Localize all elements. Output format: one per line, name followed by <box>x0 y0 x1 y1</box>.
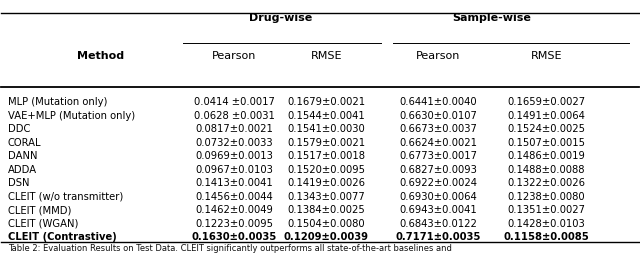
Text: 0.1322±0.0026: 0.1322±0.0026 <box>508 178 585 188</box>
Text: 0.1507±0.0015: 0.1507±0.0015 <box>508 138 585 148</box>
Text: 0.6943±0.0041: 0.6943±0.0041 <box>399 205 477 215</box>
Text: 0.0628 ±0.0031: 0.0628 ±0.0031 <box>193 111 275 121</box>
Text: DSN: DSN <box>8 178 29 188</box>
Text: 0.1520±0.0095: 0.1520±0.0095 <box>287 165 365 175</box>
Text: 0.1209±0.0039: 0.1209±0.0039 <box>284 232 369 242</box>
Text: 0.1524±0.0025: 0.1524±0.0025 <box>508 124 585 134</box>
Text: Method: Method <box>77 51 124 61</box>
Text: 0.1486±0.0019: 0.1486±0.0019 <box>508 151 585 161</box>
Text: 0.1679±0.0021: 0.1679±0.0021 <box>287 97 365 107</box>
Text: CLEIT (MMD): CLEIT (MMD) <box>8 205 71 215</box>
Text: 0.7171±0.0035: 0.7171±0.0035 <box>395 232 481 242</box>
Text: Pearson: Pearson <box>416 51 460 61</box>
Text: CLEIT (Contrastive): CLEIT (Contrastive) <box>8 232 116 242</box>
Text: 0.1428±0.0103: 0.1428±0.0103 <box>508 219 585 229</box>
Text: 0.1462±0.0049: 0.1462±0.0049 <box>195 205 273 215</box>
Text: 0.0969±0.0013: 0.0969±0.0013 <box>195 151 273 161</box>
Text: 0.1343±0.0077: 0.1343±0.0077 <box>287 192 365 202</box>
Text: 0.0414 ±0.0017: 0.0414 ±0.0017 <box>193 97 275 107</box>
Text: DANN: DANN <box>8 151 37 161</box>
Text: 0.1544±0.0041: 0.1544±0.0041 <box>287 111 365 121</box>
Text: 0.1491±0.0064: 0.1491±0.0064 <box>508 111 585 121</box>
Text: 0.1351±0.0027: 0.1351±0.0027 <box>508 205 585 215</box>
Text: 0.1413±0.0041: 0.1413±0.0041 <box>195 178 273 188</box>
Text: CORAL: CORAL <box>8 138 41 148</box>
Text: 0.0732±0.0033: 0.0732±0.0033 <box>195 138 273 148</box>
Text: Pearson: Pearson <box>212 51 256 61</box>
Text: 0.1488±0.0088: 0.1488±0.0088 <box>508 165 585 175</box>
Text: 0.1579±0.0021: 0.1579±0.0021 <box>287 138 365 148</box>
Text: ADDA: ADDA <box>8 165 37 175</box>
Text: 0.1456±0.0044: 0.1456±0.0044 <box>195 192 273 202</box>
Text: 0.6827±0.0093: 0.6827±0.0093 <box>399 165 477 175</box>
Text: 0.6624±0.0021: 0.6624±0.0021 <box>399 138 477 148</box>
Text: 0.6922±0.0024: 0.6922±0.0024 <box>399 178 477 188</box>
Text: 0.1517±0.0018: 0.1517±0.0018 <box>287 151 365 161</box>
Text: 0.6630±0.0107: 0.6630±0.0107 <box>399 111 477 121</box>
Text: 0.0967±0.0103: 0.0967±0.0103 <box>195 165 273 175</box>
Text: 0.6441±0.0040: 0.6441±0.0040 <box>399 97 477 107</box>
Text: 0.1659±0.0027: 0.1659±0.0027 <box>507 97 585 107</box>
Text: 0.1504±0.0080: 0.1504±0.0080 <box>287 219 365 229</box>
Text: 0.1158±0.0085: 0.1158±0.0085 <box>503 232 589 242</box>
Text: 0.6773±0.0017: 0.6773±0.0017 <box>399 151 477 161</box>
Text: 0.1384±0.0025: 0.1384±0.0025 <box>287 205 365 215</box>
Text: 0.6930±0.0064: 0.6930±0.0064 <box>399 192 477 202</box>
Text: 0.1541±0.0030: 0.1541±0.0030 <box>287 124 365 134</box>
Text: RMSE: RMSE <box>531 51 562 61</box>
Text: CLEIT (WGAN): CLEIT (WGAN) <box>8 219 78 229</box>
Text: Drug-wise: Drug-wise <box>248 13 312 23</box>
Text: 0.1223±0.0095: 0.1223±0.0095 <box>195 219 273 229</box>
Text: 0.1238±0.0080: 0.1238±0.0080 <box>508 192 585 202</box>
Text: VAE+MLP (Mutation only): VAE+MLP (Mutation only) <box>8 111 135 121</box>
Text: 0.0817±0.0021: 0.0817±0.0021 <box>195 124 273 134</box>
Text: RMSE: RMSE <box>310 51 342 61</box>
Text: 0.1419±0.0026: 0.1419±0.0026 <box>287 178 365 188</box>
Text: 0.6673±0.0037: 0.6673±0.0037 <box>399 124 477 134</box>
Text: DDC: DDC <box>8 124 30 134</box>
Text: Sample-wise: Sample-wise <box>452 13 531 23</box>
Text: Table 2: Evaluation Results on Test Data. CLEIT significantly outperforms all st: Table 2: Evaluation Results on Test Data… <box>8 244 452 253</box>
Text: 0.6843±0.0122: 0.6843±0.0122 <box>399 219 477 229</box>
Text: MLP (Mutation only): MLP (Mutation only) <box>8 97 107 107</box>
Text: 0.1630±0.0035: 0.1630±0.0035 <box>191 232 276 242</box>
Text: CLEIT (w/o transmitter): CLEIT (w/o transmitter) <box>8 192 123 202</box>
